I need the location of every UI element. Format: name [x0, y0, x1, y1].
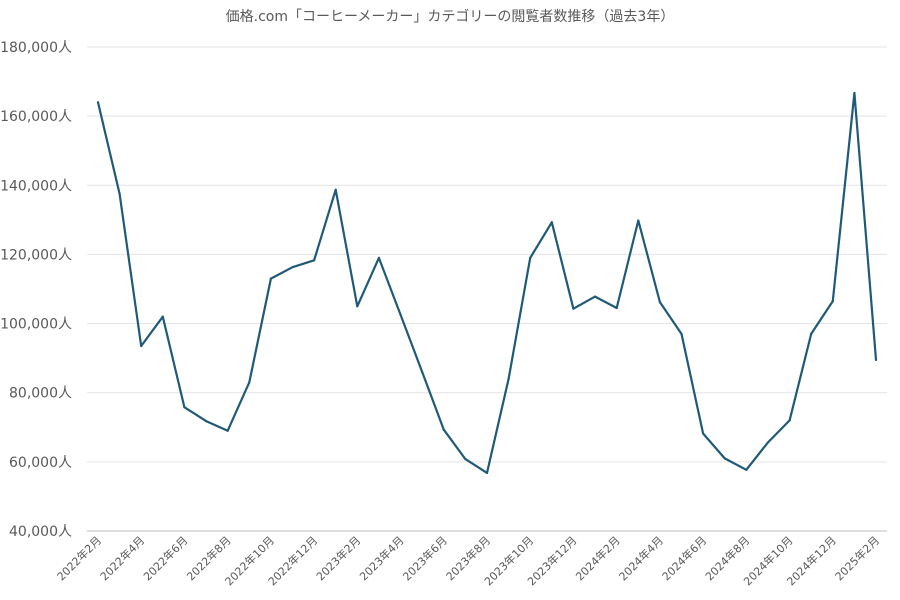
y-tick-label: 40,000人: [9, 524, 72, 540]
data-point: [810, 332, 813, 336]
x-tick-label: 2022年6月: [140, 533, 190, 583]
x-tick-label: 2022年4月: [97, 533, 147, 583]
x-axis-ticks: 2022年2月2022年4月2022年6月2022年8月2022年10月2022…: [54, 533, 882, 588]
data-point: [442, 428, 445, 431]
y-tick-label: 80,000人: [9, 386, 72, 402]
data-point: [507, 377, 510, 380]
data-point: [399, 313, 402, 317]
data-point: [615, 306, 618, 310]
data-point: [248, 381, 251, 384]
data-point: [745, 468, 748, 471]
data-point: [118, 192, 121, 196]
data-point: [161, 315, 164, 318]
data-point: [183, 406, 186, 409]
data-point: [140, 344, 143, 348]
x-tick-label: 2024年4月: [616, 533, 666, 583]
data-point: [421, 370, 424, 374]
data-point: [853, 91, 856, 95]
data-point: [658, 301, 661, 304]
data-point: [874, 358, 878, 361]
data-point: [766, 441, 770, 444]
y-tick-label: 140,000人: [0, 178, 72, 194]
x-tick-label: 2023年6月: [400, 533, 450, 583]
gridlines: [87, 46, 887, 532]
data-point: [550, 221, 553, 224]
data-point: [204, 419, 208, 423]
y-axis-ticks: 40,000人 60,000人 80,000人 100,000人 120,000人 140…: [0, 40, 72, 540]
data-point: [572, 307, 575, 310]
x-tick-label: 2022年2月: [54, 533, 104, 583]
data-point: [529, 256, 532, 259]
data-point: [831, 300, 834, 303]
data-point: [637, 219, 640, 222]
data-point: [313, 259, 316, 262]
x-tick-label: 2025年2月: [832, 533, 882, 583]
data-point: [334, 188, 337, 191]
y-tick-label: 60,000人: [9, 455, 72, 471]
data-point: [464, 457, 467, 461]
data-point: [485, 471, 489, 475]
data-point: [680, 332, 683, 336]
data-point: [377, 256, 381, 259]
x-tick-label: 2023年2月: [313, 533, 363, 583]
y-tick-label: 120,000人: [0, 247, 72, 263]
y-tick-label: 160,000人: [0, 109, 72, 125]
data-point: [788, 419, 791, 422]
data-point: [226, 429, 229, 432]
data-point: [291, 266, 294, 269]
data-point: [356, 305, 359, 308]
series-group: [96, 91, 878, 475]
data-point: [723, 457, 726, 460]
data-point: [269, 277, 272, 280]
y-tick-label: 180,000人: [0, 40, 72, 56]
x-tick-label: 2024年2月: [573, 533, 623, 583]
series-line: [96, 91, 878, 474]
x-tick-label: 2024年6月: [659, 533, 709, 583]
data-point: [593, 295, 597, 298]
data-point: [96, 101, 100, 104]
y-tick-label: 100,000人: [0, 317, 72, 333]
x-tick-label: 2023年4月: [356, 533, 406, 583]
data-point: [702, 432, 705, 435]
chart-title: 価格.com「コーヒーメーカー」カテゴリーの閲覧者数推移（過去3年）: [226, 8, 675, 25]
